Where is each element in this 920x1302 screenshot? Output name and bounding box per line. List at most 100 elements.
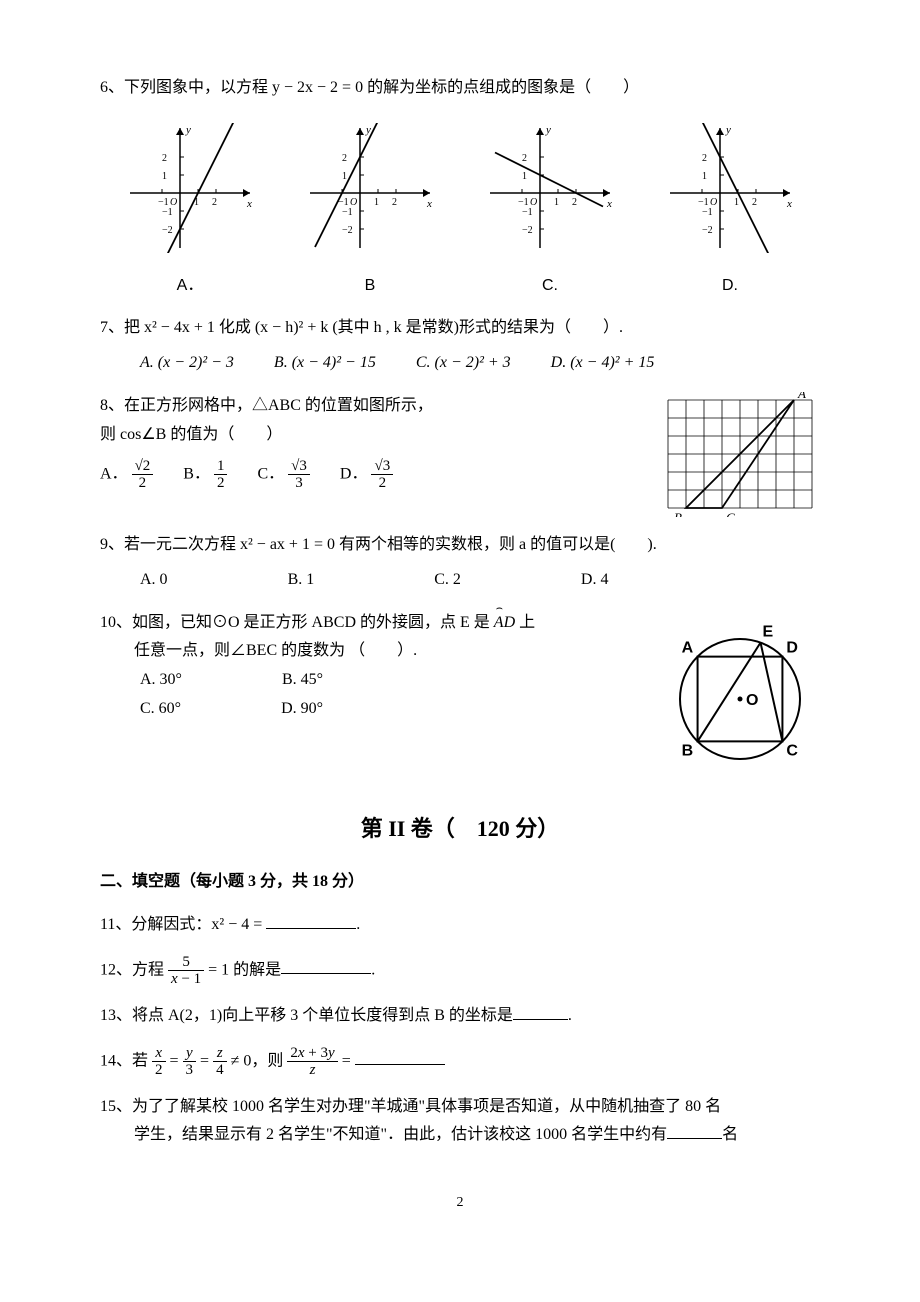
q10-circle-figure: A D B C E O — [660, 609, 820, 779]
question-14: 14、若 x2 = y3 = z4 ≠ 0，则 2x + 3yz = — [100, 1045, 820, 1079]
q14-post: = — [342, 1052, 355, 1069]
q6-graphs: xyO−112−2−112 A． xyO−112−2−112 B xyO−112… — [100, 123, 820, 301]
svg-text:y: y — [185, 124, 191, 136]
q9-opt-b: B. 1 — [288, 566, 315, 595]
q14-frac-z: z4 — [213, 1045, 227, 1079]
q8-opt-a: A． √22 — [100, 458, 153, 492]
svg-text:1: 1 — [522, 171, 527, 182]
svg-text:−2: −2 — [342, 225, 353, 236]
q14-frac-y: y3 — [183, 1045, 197, 1079]
q14-frac-x: x2 — [152, 1045, 166, 1079]
svg-text:2: 2 — [392, 197, 397, 208]
q15-blank — [667, 1122, 722, 1139]
graph-b-svg: xyO−112−2−112 — [305, 123, 435, 253]
q14-blank — [355, 1048, 445, 1065]
q10-opt-c: C. 60° — [140, 695, 181, 724]
question-11: 11、分解因式：x² − 4 = . — [100, 911, 820, 940]
svg-text:1: 1 — [342, 171, 347, 182]
question-12: 12、方程 5x − 1 = 1 的解是. — [100, 954, 820, 988]
question-8: 8、在正方形网格中，△ABC 的位置如图所示， 则 cos∠B 的值为（ ） A… — [100, 392, 820, 517]
q8-text2: 则 cos∠B 的值为（ ） — [100, 421, 630, 450]
q14-frac-result: 2x + 3yz — [287, 1045, 337, 1079]
q9-text: 9、若一元二次方程 x² − ax + 1 = 0 有两个相等的实数根，则 a … — [100, 536, 657, 553]
q7-text: 7、把 x² − 4x + 1 化成 (x − h)² + k (其中 h , … — [100, 319, 623, 336]
svg-text:D: D — [786, 639, 798, 656]
q15-line1: 15、为了了解某校 1000 名学生对办理"羊城通"具体事项是否知道，从中随机抽… — [100, 1093, 820, 1122]
svg-text:−1: −1 — [162, 207, 173, 218]
svg-text:1: 1 — [374, 197, 379, 208]
question-13: 13、将点 A(2，1)向上平移 3 个单位长度得到点 B 的坐标是. — [100, 1002, 820, 1031]
q7-opt-c: C. (x − 2)² + 3 — [416, 349, 511, 378]
svg-text:2: 2 — [752, 197, 757, 208]
svg-text:O: O — [746, 692, 758, 709]
svg-text:−2: −2 — [522, 225, 533, 236]
svg-text:A: A — [682, 639, 694, 656]
q6-label-a: A． — [125, 272, 255, 301]
q15-line2: 学生，结果显示有 2 名学生"不知道"．由此，估计该校这 1000 名学生中约有… — [110, 1121, 820, 1150]
page-number: 2 — [100, 1190, 820, 1215]
svg-text:y: y — [545, 124, 551, 136]
frac-b: 12 — [214, 458, 228, 492]
q10-line1: 10、如图，已知⊙O 是正方形 ABCD 的外接圆，点 E 是 ⌢ AD 上 — [100, 609, 630, 638]
q6-graph-c: xyO−112−2−112 C. — [485, 123, 615, 301]
q6-label-b: B — [305, 272, 435, 301]
svg-text:2: 2 — [572, 197, 577, 208]
q9-opt-d: D. 4 — [581, 566, 609, 595]
svg-text:1: 1 — [702, 171, 707, 182]
q11-blank — [266, 912, 356, 929]
svg-text:−2: −2 — [162, 225, 173, 236]
svg-text:y: y — [365, 124, 371, 136]
q6-graph-d: xyO−112−2−112 D. — [665, 123, 795, 301]
svg-text:x: x — [786, 198, 792, 210]
svg-text:1: 1 — [162, 171, 167, 182]
q11-text: 11、分解因式：x² − 4 = — [100, 916, 266, 933]
svg-text:E: E — [763, 623, 774, 640]
svg-text:C: C — [786, 742, 798, 759]
section-2-title: 第 II 卷（ 120 分） — [100, 809, 820, 849]
arc-ad: ⌢ AD — [494, 609, 515, 638]
svg-text:2: 2 — [522, 153, 527, 164]
q6-graph-a: xyO−112−2−112 A． — [125, 123, 255, 301]
q7-options: A. (x − 2)² − 3 B. (x − 4)² − 15 C. (x −… — [140, 349, 820, 378]
svg-text:−2: −2 — [702, 225, 713, 236]
svg-text:B: B — [682, 742, 694, 759]
svg-text:1: 1 — [734, 197, 739, 208]
frac-a: √22 — [132, 458, 154, 492]
svg-text:C: C — [726, 510, 735, 517]
q6-label-d: D. — [665, 272, 795, 301]
svg-text:y: y — [725, 124, 731, 136]
svg-text:−1: −1 — [702, 207, 713, 218]
frac-c: √33 — [288, 458, 310, 492]
question-10: 10、如图，已知⊙O 是正方形 ABCD 的外接圆，点 E 是 ⌢ AD 上 任… — [100, 609, 820, 779]
q14-mid: ≠ 0，则 — [231, 1052, 288, 1069]
svg-text:x: x — [426, 198, 432, 210]
q7-opt-a: A. (x − 2)² − 3 — [140, 349, 234, 378]
svg-text:x: x — [246, 198, 252, 210]
q10-opt-b: B. 45° — [282, 666, 323, 695]
graph-d-svg: xyO−112−2−112 — [665, 123, 795, 253]
q12-pre: 12、方程 — [100, 961, 168, 978]
q8-text1: 8、在正方形网格中，△ABC 的位置如图所示， — [100, 392, 630, 421]
q8-opt-b: B． 12 — [183, 458, 227, 492]
graph-a-svg: xyO−112−2−112 — [125, 123, 255, 253]
q10-options: A. 30° B. 45° C. 60° D. 90° — [140, 666, 630, 724]
q9-options: A. 0 B. 1 C. 2 D. 4 — [140, 566, 820, 595]
q12-blank — [281, 957, 371, 974]
q9-opt-a: A. 0 — [140, 566, 168, 595]
q10-line2: 任意一点，则∠BEC 的度数为 （ ）. — [110, 637, 630, 666]
svg-text:1: 1 — [554, 197, 559, 208]
q8-opt-c: C． √33 — [257, 458, 309, 492]
frac-d: √32 — [371, 458, 393, 492]
q9-opt-c: C. 2 — [434, 566, 461, 595]
svg-text:2: 2 — [212, 197, 217, 208]
q12-frac: 5x − 1 — [168, 954, 204, 988]
svg-text:−1: −1 — [342, 207, 353, 218]
q6-label-c: C. — [485, 272, 615, 301]
svg-text:−1: −1 — [522, 207, 533, 218]
q6-graph-b: xyO−112−2−112 B — [305, 123, 435, 301]
q8-options: A． √22 B． 12 C． √33 D． √32 — [100, 458, 630, 492]
q13-text: 13、将点 A(2，1)向上平移 3 个单位长度得到点 B 的坐标是 — [100, 1007, 513, 1024]
question-9: 9、若一元二次方程 x² − ax + 1 = 0 有两个相等的实数根，则 a … — [100, 531, 820, 595]
svg-text:B: B — [674, 510, 682, 517]
svg-text:x: x — [606, 198, 612, 210]
